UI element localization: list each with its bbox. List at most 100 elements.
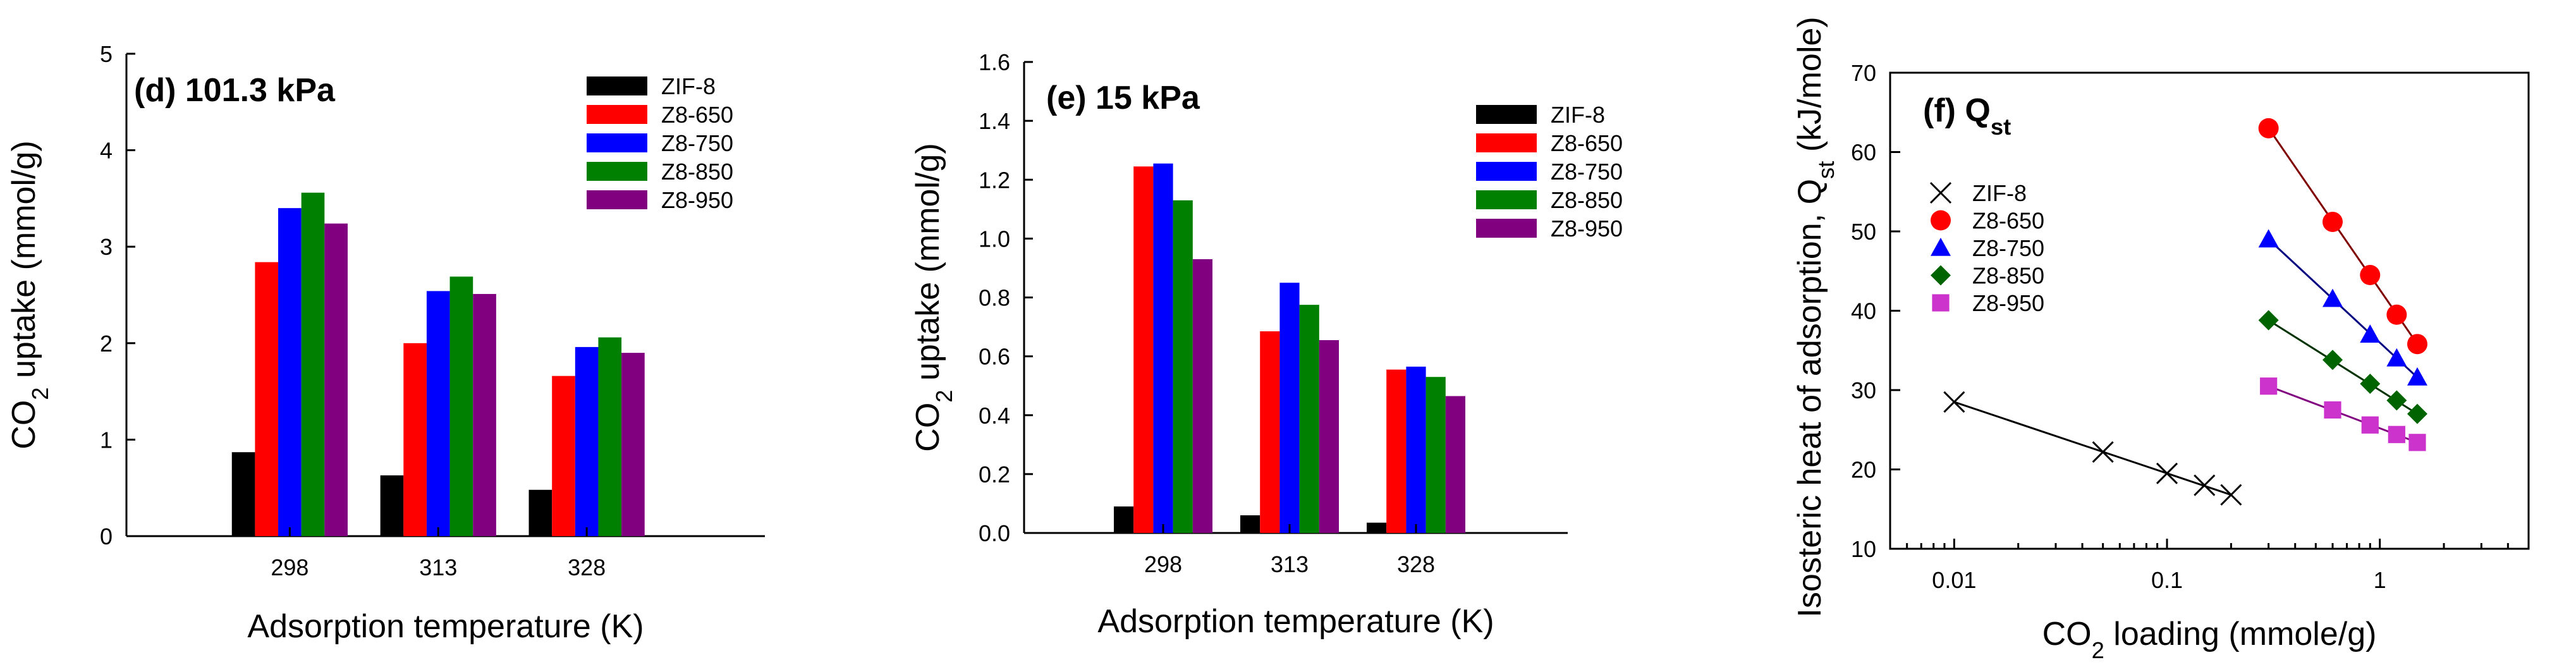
legend-marker-z8-750 bbox=[1931, 238, 1951, 256]
bar-z8-750-328 bbox=[575, 346, 599, 536]
y-tick-label: 0.2 bbox=[979, 462, 1010, 487]
bar-zif-8-328 bbox=[1367, 522, 1387, 533]
panel-title: (d) 101.3 kPa bbox=[134, 72, 336, 109]
point-zif-8 bbox=[2220, 484, 2242, 506]
bar-zif-8-313 bbox=[380, 475, 404, 536]
point-z8-950 bbox=[2260, 377, 2278, 395]
point-z8-850 bbox=[2258, 310, 2279, 331]
panel-title: (e) 15 kPa bbox=[1046, 80, 1200, 116]
x-tick-label: 1 bbox=[2374, 567, 2386, 593]
bar-z8-750-298 bbox=[278, 208, 302, 536]
point-z8-650 bbox=[2360, 265, 2381, 286]
point-z8-850 bbox=[2322, 350, 2343, 370]
y-tick-label: 30 bbox=[1851, 377, 1876, 403]
y-tick-label: 40 bbox=[1851, 298, 1876, 324]
y-tick-label: 70 bbox=[1851, 60, 1876, 86]
point-z8-650 bbox=[2407, 334, 2427, 355]
point-zif-8 bbox=[2156, 462, 2178, 484]
legend-label: Z8-850 bbox=[1551, 187, 1623, 213]
y-tick-label: 0.6 bbox=[979, 344, 1010, 370]
bar-z8-950-313 bbox=[1319, 340, 1339, 533]
y-label-text: CO bbox=[910, 403, 946, 452]
bar-zif-8-313 bbox=[1240, 515, 1261, 533]
x-tick-label: 313 bbox=[1271, 551, 1309, 577]
point-z8-650 bbox=[2322, 211, 2343, 232]
y-tick-label: 1.2 bbox=[979, 167, 1010, 193]
y-tick-label: 50 bbox=[1851, 219, 1876, 245]
x-label-text: CO bbox=[2042, 616, 2092, 652]
marker-stroke bbox=[2220, 484, 2242, 506]
legend-swatch-z8-850 bbox=[1476, 190, 1537, 209]
legend-swatch-z8-750 bbox=[1476, 162, 1537, 181]
legend-label: Z8-750 bbox=[661, 130, 733, 156]
y-tick-label: 0.0 bbox=[979, 520, 1010, 546]
x-tick-label: 313 bbox=[419, 554, 457, 580]
point-z8-950 bbox=[2324, 401, 2341, 419]
x-tick-label: 328 bbox=[568, 554, 606, 580]
y-label-text: (kJ/mole) bbox=[1792, 16, 1828, 161]
legend-marker-zif-8 bbox=[1929, 181, 1952, 204]
legend-label: Z8-950 bbox=[661, 187, 733, 213]
point-z8-650 bbox=[2386, 304, 2407, 325]
marker-stroke bbox=[2156, 462, 2178, 484]
point-z8-950 bbox=[2361, 416, 2379, 434]
x-tick-label: 298 bbox=[1144, 551, 1182, 577]
legend-swatch-z8-950 bbox=[1476, 219, 1537, 238]
y-tick-label: 1 bbox=[100, 427, 113, 453]
bar-z8-750-328 bbox=[1406, 366, 1426, 533]
y-axis-label: CO2 uptake (mmol/g) bbox=[910, 143, 957, 451]
point-z8-750 bbox=[2360, 324, 2381, 343]
y-axis-label: Isosteric heat of adsorption, Qst (kJ/mo… bbox=[1792, 16, 1839, 617]
fit-line-z8-750 bbox=[2268, 238, 2418, 379]
point-z8-950 bbox=[2408, 434, 2426, 451]
x-axis-label: Adsorption temperature (K) bbox=[1097, 603, 1494, 640]
y-tick-label: 0.8 bbox=[979, 285, 1010, 311]
bar-z8-850-298 bbox=[301, 192, 325, 536]
legend-swatch-z8-850 bbox=[587, 162, 647, 181]
legend-label: Z8-650 bbox=[1972, 208, 2044, 234]
legend-label: Z8-950 bbox=[1551, 216, 1623, 242]
legend-swatch-z8-750 bbox=[587, 133, 647, 152]
y-label-subscript: 2 bbox=[931, 389, 957, 402]
marker-stroke bbox=[1943, 391, 1965, 413]
point-zif-8 bbox=[2092, 441, 2114, 463]
point-z8-850 bbox=[2360, 373, 2381, 394]
point-z8-750 bbox=[2407, 367, 2427, 386]
y-tick-label: 1.4 bbox=[979, 108, 1010, 134]
y-tick-label: 1.6 bbox=[979, 49, 1010, 75]
legend-label: Z8-950 bbox=[1972, 290, 2044, 316]
bar-z8-950-298 bbox=[1192, 259, 1212, 533]
y-tick-label: 5 bbox=[100, 41, 113, 67]
bar-z8-850-328 bbox=[598, 337, 622, 536]
x-tick-label: 0.01 bbox=[1932, 567, 1976, 593]
point-z8-750 bbox=[2386, 348, 2407, 367]
bar-z8-850-313 bbox=[1299, 305, 1319, 533]
y-tick-label: 0.4 bbox=[979, 403, 1010, 429]
legend-swatch-z8-650 bbox=[1476, 133, 1537, 152]
legend-swatch-z8-650 bbox=[587, 105, 647, 124]
x-tick-label: 298 bbox=[271, 554, 308, 580]
y-label-text: Isosteric heat of adsorption, Q bbox=[1792, 179, 1828, 618]
bar-z8-650-313 bbox=[1260, 331, 1280, 533]
bar-zif-8-298 bbox=[231, 452, 255, 536]
point-z8-650 bbox=[2258, 118, 2279, 138]
marker-stroke bbox=[2194, 474, 2216, 496]
panel-e: 0.0 0.2 0.4 0.6 0.8 1.0 1.2 1.4 1.6 298 313 328 (e) … bbox=[910, 49, 1623, 640]
y-label-text: uptake (mmol/g) bbox=[6, 140, 42, 387]
x-tick-label: 328 bbox=[1397, 551, 1435, 577]
panel-title: (f) Qst bbox=[1923, 92, 2011, 140]
x-label-text: loading (mmole/g) bbox=[2104, 616, 2377, 652]
legend-swatch-zif-8 bbox=[587, 76, 647, 95]
legend-swatch-zif-8 bbox=[1476, 105, 1537, 124]
legend-label: Z8-650 bbox=[1551, 130, 1623, 156]
marker-stroke bbox=[2092, 441, 2114, 463]
bar-z8-750-298 bbox=[1153, 163, 1173, 533]
legend-label: Z8-650 bbox=[661, 102, 733, 128]
bar-z8-650-298 bbox=[1133, 166, 1154, 533]
x-tick-label: 0.1 bbox=[2151, 567, 2183, 593]
bar-z8-650-298 bbox=[255, 262, 279, 536]
y-tick-label: 20 bbox=[1851, 457, 1876, 483]
x-label-subscript: 2 bbox=[2092, 637, 2104, 663]
